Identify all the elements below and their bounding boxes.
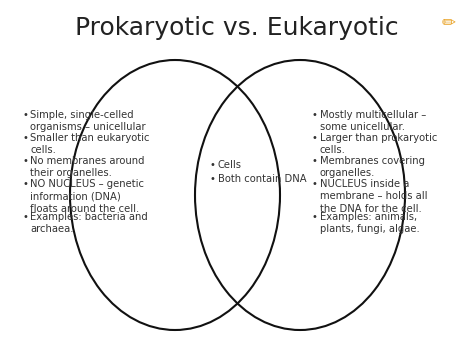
Text: •: • [22, 156, 28, 166]
Text: No membranes around
their organelles.: No membranes around their organelles. [30, 156, 145, 179]
Text: •: • [22, 212, 28, 222]
Text: •: • [22, 179, 28, 189]
Text: Larger than prokaryotic
cells.: Larger than prokaryotic cells. [320, 133, 438, 155]
Text: ✏: ✏ [441, 13, 455, 31]
Text: Mostly multicellular –
some unicellular.: Mostly multicellular – some unicellular. [320, 110, 426, 132]
Text: Cells: Cells [218, 160, 242, 170]
Text: Examples: animals,
plants, fungi, algae.: Examples: animals, plants, fungi, algae. [320, 212, 420, 234]
Text: NUCLEUS inside a
membrane – holds all
the DNA for the cell.: NUCLEUS inside a membrane – holds all th… [320, 179, 428, 214]
Text: •: • [210, 175, 216, 185]
Text: Both contain DNA: Both contain DNA [218, 175, 307, 185]
Text: •: • [312, 212, 318, 222]
Text: •: • [312, 133, 318, 143]
Text: Smaller than eukaryotic
cells.: Smaller than eukaryotic cells. [30, 133, 149, 155]
Text: •: • [22, 133, 28, 143]
Text: •: • [22, 110, 28, 120]
Text: •: • [312, 179, 318, 189]
Text: Membranes covering
organelles.: Membranes covering organelles. [320, 156, 425, 179]
Text: •: • [210, 160, 216, 170]
Text: Prokaryotic vs. Eukaryotic: Prokaryotic vs. Eukaryotic [75, 16, 399, 40]
Text: •: • [312, 156, 318, 166]
Text: •: • [312, 110, 318, 120]
Text: NO NUCLEUS – genetic
information (DNA)
floats around the cell.: NO NUCLEUS – genetic information (DNA) f… [30, 179, 144, 214]
Text: Simple, single-celled
organisms – unicellular: Simple, single-celled organisms – unicel… [30, 110, 146, 132]
Text: Examples: bacteria and
archaea.: Examples: bacteria and archaea. [30, 212, 148, 234]
